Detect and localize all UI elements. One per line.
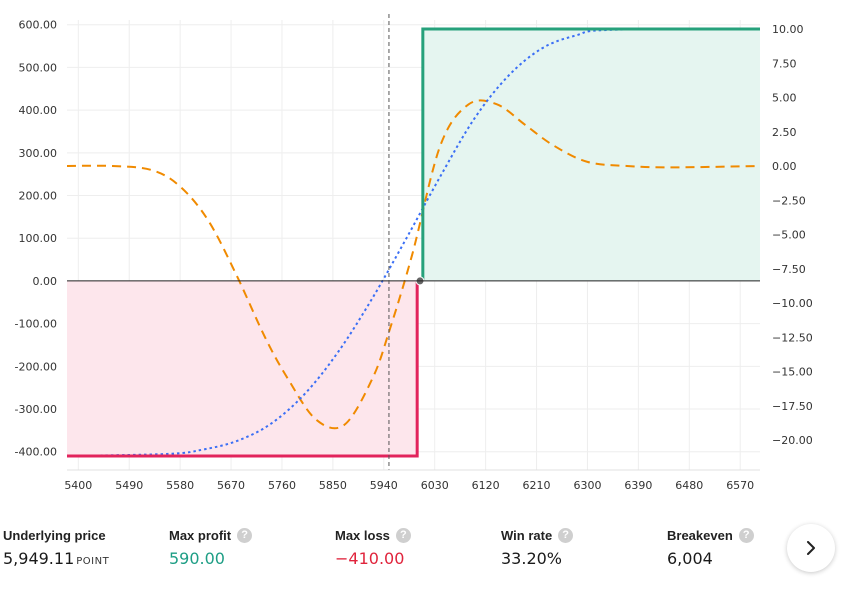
help-icon[interactable]: ? <box>558 528 574 543</box>
stat-max-loss: Max loss? −410.00 <box>335 528 411 568</box>
x-tick-label: 5850 <box>319 479 347 492</box>
stat-label-text: Max profit <box>169 528 232 543</box>
underlying-price-value: 5,949.11 <box>3 549 75 568</box>
chevron-right-icon <box>807 541 815 555</box>
stat-label-text: Underlying price <box>3 528 106 543</box>
max-profit-value: 590.00 <box>169 549 225 568</box>
y-right-tick-label: 7.50 <box>772 57 797 70</box>
y-right-tick-label: 2.50 <box>772 126 797 139</box>
y-right-tick-label: −15.00 <box>772 366 813 379</box>
win-rate-value: 33.20% <box>501 549 563 568</box>
x-tick-label: 6300 <box>573 479 601 492</box>
profit-area <box>422 29 760 281</box>
stat-label: Underlying price <box>3 528 109 543</box>
help-icon[interactable]: ? <box>237 528 253 543</box>
stat-underlying-price: Underlying price 5,949.11 POINT <box>3 528 109 568</box>
stat-breakeven: Breakeven? 6,004 <box>667 528 754 568</box>
y-right-tick-label: −12.50 <box>772 331 813 344</box>
x-tick-label: 5490 <box>115 479 143 492</box>
y-left-tick-label: 100.00 <box>19 232 58 245</box>
stat-value: 5,949.11 POINT <box>3 549 109 568</box>
y-right-tick-label: 0.00 <box>772 160 797 173</box>
stat-value: −410.00 <box>335 549 411 568</box>
y-left-tick-label: -100.00 <box>15 318 57 331</box>
blue-dotted-series <box>66 28 761 457</box>
stat-win-rate: Win rate? 33.20% <box>501 528 574 568</box>
stat-label-text: Breakeven <box>667 528 733 543</box>
chart-series <box>66 27 761 458</box>
y-right-tick-label: −5.00 <box>772 229 806 242</box>
x-tick-label: 5940 <box>370 479 398 492</box>
next-button[interactable] <box>787 524 835 572</box>
x-tick-label: 6390 <box>624 479 652 492</box>
y-right-tick-label: 10.00 <box>772 23 804 36</box>
y-left-tick-label: 400.00 <box>19 104 58 117</box>
x-tick-label: 5760 <box>268 479 296 492</box>
stat-value: 33.20% <box>501 549 573 568</box>
stat-label: Breakeven? <box>667 528 754 543</box>
chart-axes: 600.00 500.00 400.00 300.00 200.00 100.00 0.00… <box>15 14 813 492</box>
loss-area <box>67 280 418 456</box>
payoff-loss-line <box>67 280 419 458</box>
y-left-tick-label: -200.00 <box>15 360 57 373</box>
y-left-tick-label: 600.00 <box>19 19 58 32</box>
stats-bar: Underlying price 5,949.11 POINT Max profi… <box>0 522 848 582</box>
stat-value: 590.00 <box>169 549 252 568</box>
y-left-tick-label: -300.00 <box>15 403 57 416</box>
y-left-tick-label: -400.00 <box>15 446 57 459</box>
breakeven-value: 6,004 <box>667 549 713 568</box>
stat-value: 6,004 <box>667 549 754 568</box>
stat-label-text: Win rate <box>501 528 553 543</box>
unit-label: POINT <box>76 556 110 567</box>
profit-loss-fills <box>67 29 760 456</box>
y-right-tick-label: −20.00 <box>772 434 813 447</box>
y-right-tick-label: −17.50 <box>772 400 813 413</box>
y-left-tick-label: 300.00 <box>19 147 58 160</box>
orange-dashed-series <box>66 99 761 430</box>
y-right-tick-label: −10.00 <box>772 297 813 310</box>
stat-max-profit: Max profit? 590.00 <box>169 528 253 568</box>
y-right-tick-label: 5.00 <box>772 92 797 105</box>
y-left-tick-label: 500.00 <box>19 61 58 74</box>
x-tick-label: 5670 <box>217 479 245 492</box>
x-tick-label: 6210 <box>523 479 551 492</box>
y-left-tick-label: 200.00 <box>19 190 58 203</box>
x-tick-label: 6030 <box>421 479 449 492</box>
help-icon[interactable]: ? <box>738 528 754 543</box>
payoff-profit-line <box>421 27 760 281</box>
x-tick-label: 5580 <box>166 479 194 492</box>
x-tick-label: 6570 <box>726 479 754 492</box>
help-icon[interactable]: ? <box>395 528 411 543</box>
x-tick-label: 6120 <box>472 479 500 492</box>
stat-label: Max loss? <box>335 528 411 543</box>
y-left-tick-label: 0.00 <box>33 275 58 288</box>
payoff-chart: 600.00 500.00 400.00 300.00 200.00 100.00 0.00… <box>15 14 813 492</box>
stat-label: Win rate? <box>501 528 574 543</box>
stat-label-text: Max loss <box>335 528 390 543</box>
x-tick-label: 6480 <box>675 479 703 492</box>
y-right-tick-label: −2.50 <box>772 194 806 207</box>
x-tick-label: 5400 <box>64 479 92 492</box>
y-right-tick-label: −7.50 <box>772 263 806 276</box>
max-loss-value: −410.00 <box>335 549 405 568</box>
stat-label: Max profit? <box>169 528 253 543</box>
